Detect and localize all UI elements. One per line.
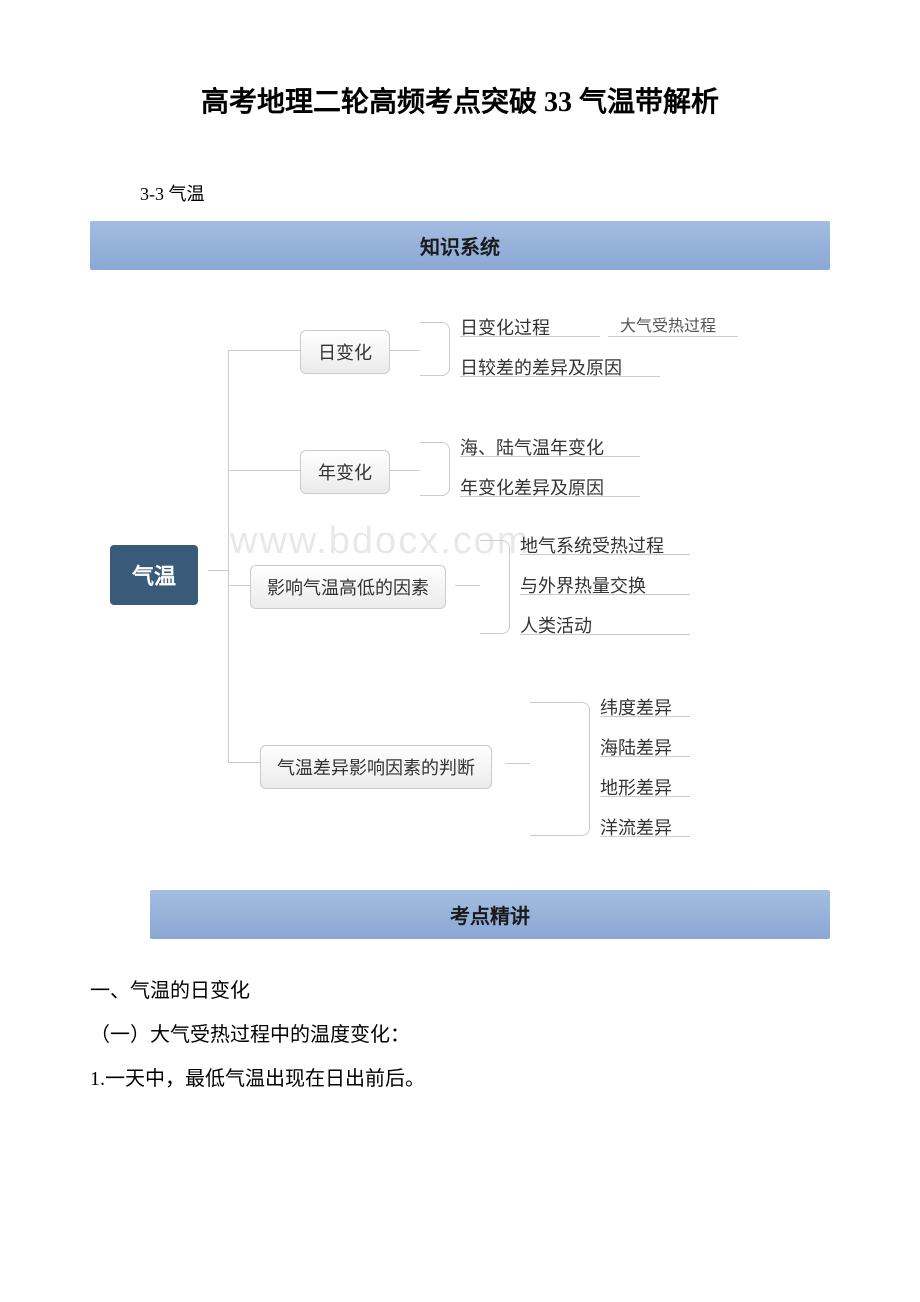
connector	[228, 762, 260, 763]
underline	[460, 336, 600, 337]
section-subtitle: 3-3 气温	[140, 180, 830, 206]
leaf-border	[420, 322, 450, 376]
branch-factors: 影响气温高低的因素	[250, 565, 446, 609]
underline	[520, 634, 690, 635]
leaf-daily-range: 日较差的差异及原因	[460, 350, 622, 384]
leaf-border	[530, 702, 590, 836]
connector	[208, 570, 228, 571]
leaf-sea-land: 海陆差异	[600, 730, 672, 764]
leaf-note-atmosphere: 大气受热过程	[620, 312, 716, 336]
section-header-knowledge: 知识系统	[90, 221, 830, 270]
leaf-heat-process: 地气系统受热过程	[520, 528, 664, 562]
leaf-ocean-current: 洋流差异	[600, 810, 672, 844]
underline	[460, 376, 660, 377]
branch-annual-change: 年变化	[300, 450, 390, 494]
leaf-human-activity: 人类活动	[520, 608, 592, 642]
branch-diff-factors: 气温差异影响因素的判断	[260, 745, 492, 789]
leaf-sea-land-annual: 海、陆气温年变化	[460, 430, 604, 464]
leaf-heat-exchange: 与外界热量交换	[520, 568, 646, 602]
underline	[520, 594, 690, 595]
connector	[228, 470, 300, 471]
mindmap-diagram: www.bdocx.com 气温 日变化 日变化过程 大气受热过程 日较差的差异…	[90, 300, 830, 860]
connector	[228, 350, 300, 351]
page-title: 高考地理二轮高频考点突破 33 气温带解析	[90, 80, 830, 120]
body-line-1: 一、气温的日变化	[90, 969, 830, 1013]
underline	[460, 496, 640, 497]
underline	[520, 554, 690, 555]
underline	[600, 716, 690, 717]
branch-daily-change: 日变化	[300, 330, 390, 374]
body-line-3: 1.一天中，最低气温出现在日出前后。	[90, 1057, 830, 1101]
body-content: 一、气温的日变化 （一）大气受热过程中的温度变化： 1.一天中，最低气温出现在日…	[90, 969, 830, 1101]
leaf-terrain: 地形差异	[600, 770, 672, 804]
connector	[455, 585, 480, 586]
connector	[505, 763, 530, 764]
root-node-temperature: 气温	[110, 545, 198, 605]
underline	[600, 796, 690, 797]
leaf-latitude: 纬度差异	[600, 690, 672, 724]
body-line-2: （一）大气受热过程中的温度变化：	[90, 1013, 830, 1057]
leaf-border	[480, 540, 510, 634]
underline	[608, 336, 738, 337]
leaf-daily-process: 日变化过程	[460, 310, 550, 344]
connector	[390, 350, 420, 351]
connector	[390, 470, 420, 471]
leaf-border	[420, 442, 450, 496]
underline	[460, 456, 640, 457]
underline	[600, 836, 690, 837]
section-header-explain: 考点精讲	[150, 890, 830, 939]
connector	[228, 350, 229, 762]
connector	[228, 585, 250, 586]
leaf-annual-diff: 年变化差异及原因	[460, 470, 604, 504]
underline	[600, 756, 690, 757]
